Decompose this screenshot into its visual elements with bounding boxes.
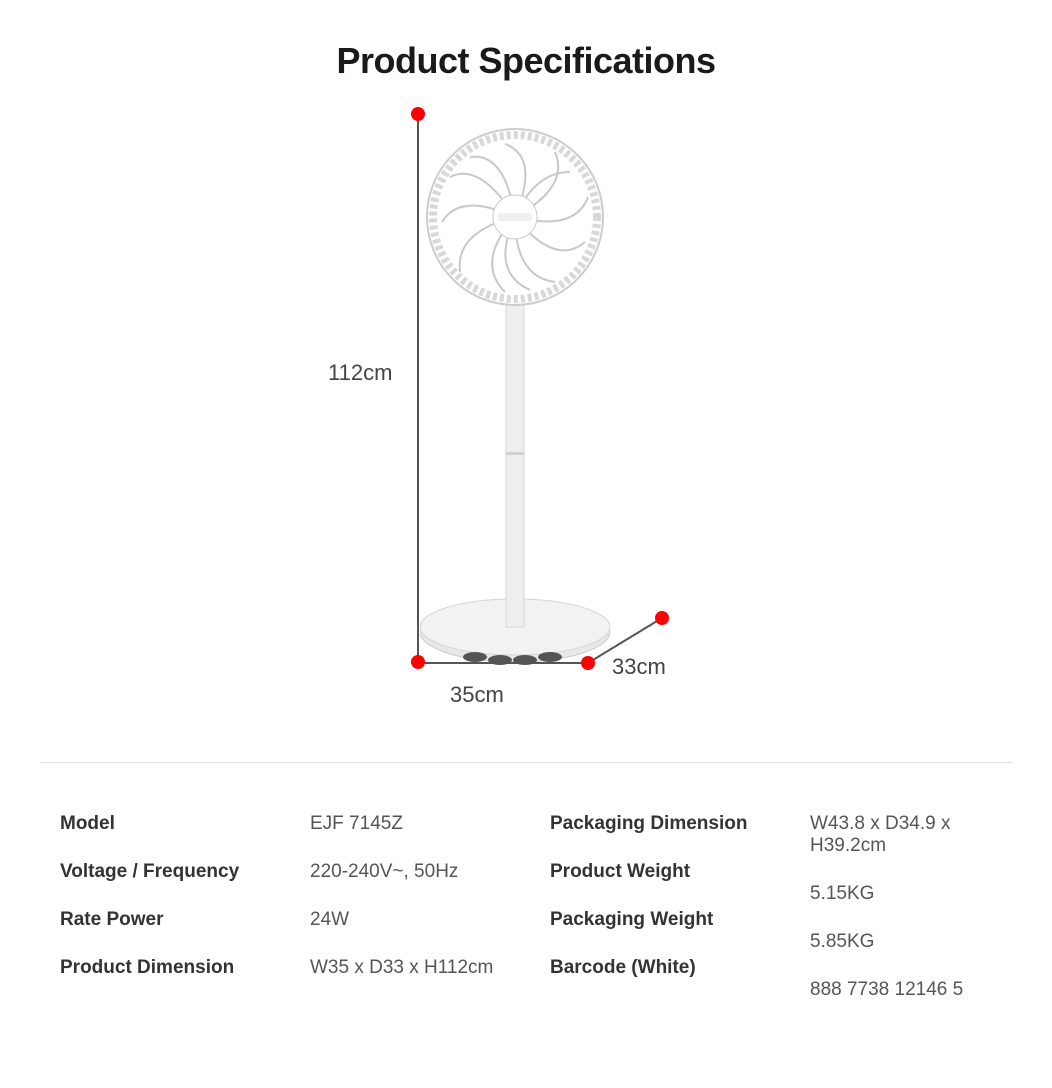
dim-dot-bottom-right <box>581 656 595 670</box>
spec-value: 220-240V~, 50Hz <box>310 861 510 883</box>
page: Product Specifications <box>0 0 1052 1088</box>
spec-label: Product Weight <box>550 861 770 883</box>
spec-label: Model <box>60 813 270 835</box>
product-diagram: 112cm 35cm 33cm <box>0 102 1052 742</box>
spec-label: Voltage / Frequency <box>60 861 270 883</box>
spec-labels-left: Model Voltage / Frequency Rate Power Pro… <box>60 813 270 1001</box>
spec-value: 5.85KG <box>810 931 992 953</box>
page-title: Product Specifications <box>0 40 1052 82</box>
fan-illustration <box>420 122 640 682</box>
spec-value: 24W <box>310 909 510 931</box>
dim-label-height: 112cm <box>328 360 392 386</box>
spec-label: Barcode (White) <box>550 957 770 979</box>
spec-label: Packaging Dimension <box>550 813 770 835</box>
dim-dot-bottom-left <box>411 655 425 669</box>
spec-label: Product Dimension <box>60 957 270 979</box>
spec-labels-right: Packaging Dimension Product Weight Packa… <box>550 813 770 1001</box>
dim-line-height <box>417 114 419 662</box>
dim-dot-top <box>411 107 425 121</box>
spec-value: 888 7738 12146 5 <box>810 979 992 1001</box>
spec-value: W35 x D33 x H112cm <box>310 957 510 979</box>
spec-values-right: W43.8 x D34.9 x H39.2cm 5.15KG 5.85KG 88… <box>810 813 992 1001</box>
spec-label: Rate Power <box>60 909 270 931</box>
dim-label-width: 35cm <box>450 682 504 708</box>
dim-label-depth: 33cm <box>612 654 666 680</box>
dim-dot-depth <box>655 611 669 625</box>
spec-value: W43.8 x D34.9 x H39.2cm <box>810 813 992 857</box>
spec-values-left: EJF 7145Z 220-240V~, 50Hz 24W W35 x D33 … <box>310 813 510 1001</box>
specifications-table: Model Voltage / Frequency Rate Power Pro… <box>0 763 1052 1001</box>
dim-line-width <box>418 662 588 664</box>
spec-label: Packaging Weight <box>550 909 770 931</box>
spec-value: 5.15KG <box>810 883 992 905</box>
spec-value: EJF 7145Z <box>310 813 510 835</box>
